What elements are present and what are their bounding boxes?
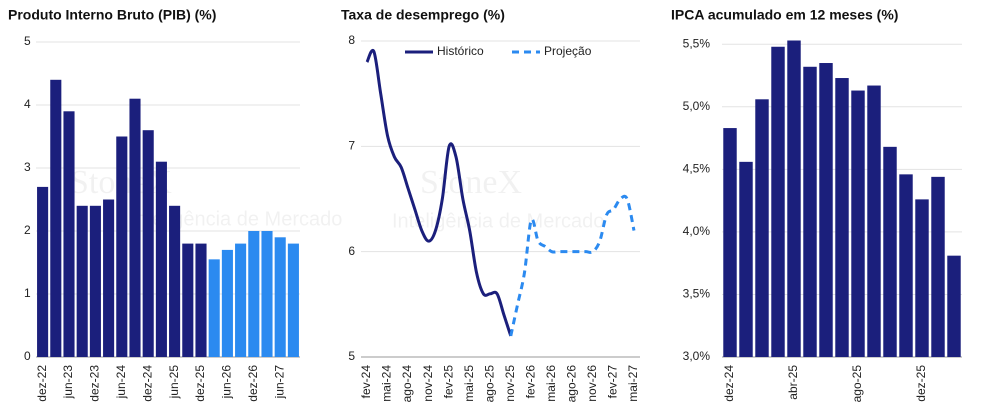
watermark: Inteligência de Mercado bbox=[392, 210, 604, 232]
x-tick-label: nov-25 bbox=[503, 365, 517, 402]
x-tick-label: nov-24 bbox=[421, 365, 435, 402]
watermark: Inteligência de Mercado bbox=[130, 208, 342, 230]
bar bbox=[195, 243, 207, 357]
x-tick-label: fev-24 bbox=[359, 365, 373, 399]
y-tick-label: 3,5% bbox=[683, 287, 711, 301]
legend-label: Projeção bbox=[544, 44, 592, 58]
y-tick-label: 4,5% bbox=[683, 162, 711, 176]
y-tick-label: 8 bbox=[348, 33, 355, 47]
y-tick-label: 5,5% bbox=[683, 36, 711, 50]
x-tick-label: dez-24 bbox=[140, 365, 154, 402]
x-tick-label: ago-25 bbox=[482, 365, 496, 403]
bar bbox=[274, 237, 286, 357]
bar bbox=[287, 243, 299, 357]
bar bbox=[248, 231, 260, 357]
x-tick-label: mai-27 bbox=[626, 365, 640, 402]
bar bbox=[883, 146, 897, 357]
line bbox=[365, 48, 513, 337]
bar bbox=[235, 243, 247, 357]
bar bbox=[851, 90, 865, 358]
bar bbox=[182, 243, 194, 357]
bar bbox=[50, 79, 62, 358]
x-tick-label: fev-25 bbox=[441, 365, 455, 399]
bar bbox=[723, 128, 737, 357]
x-tick-label: mai-24 bbox=[380, 365, 394, 402]
chart-title: Taxa de desemprego (%) bbox=[341, 7, 505, 23]
x-tick-label: ago-25 bbox=[850, 365, 864, 403]
y-tick-label: 4 bbox=[24, 97, 31, 111]
bar bbox=[819, 63, 833, 358]
x-tick-label: jun-26 bbox=[220, 365, 234, 400]
y-tick-label: 4,0% bbox=[683, 224, 711, 238]
bar bbox=[931, 176, 945, 357]
bar bbox=[63, 111, 75, 357]
bar bbox=[129, 98, 141, 357]
bar bbox=[142, 130, 154, 357]
x-tick-label: fev-27 bbox=[606, 365, 620, 399]
y-tick-label: 0 bbox=[24, 349, 31, 363]
bar bbox=[37, 186, 49, 357]
x-tick-label: dez-23 bbox=[88, 365, 102, 402]
bar bbox=[103, 199, 115, 357]
bar bbox=[771, 46, 785, 357]
bar bbox=[835, 78, 849, 357]
x-tick-label: dez-25 bbox=[914, 365, 928, 402]
x-tick-label: jun-25 bbox=[167, 365, 181, 400]
bar bbox=[867, 85, 881, 357]
x-tick-label: fev-26 bbox=[523, 365, 537, 399]
y-tick-label: 7 bbox=[348, 139, 355, 153]
x-tick-label: dez-22 bbox=[35, 365, 49, 402]
watermark: StoneX bbox=[420, 164, 522, 201]
x-tick-label: dez-24 bbox=[722, 365, 736, 402]
bar bbox=[739, 161, 753, 357]
bar bbox=[155, 161, 167, 357]
bar bbox=[787, 40, 801, 358]
bar bbox=[803, 66, 817, 357]
x-tick-label: mai-25 bbox=[462, 365, 476, 402]
x-tick-label: jun-27 bbox=[272, 365, 286, 400]
x-tick-label: dez-26 bbox=[246, 365, 260, 402]
x-tick-label: ago-24 bbox=[400, 365, 414, 403]
bar bbox=[89, 205, 101, 357]
y-tick-label: 5 bbox=[24, 34, 31, 48]
legend-label: Histórico bbox=[437, 44, 484, 58]
y-tick-label: 3,0% bbox=[683, 349, 711, 363]
x-tick-label: jun-24 bbox=[114, 365, 128, 400]
x-tick-label: ago-26 bbox=[565, 365, 579, 403]
x-tick-label: mai-26 bbox=[544, 365, 558, 402]
chart-title: Produto Interno Bruto (PIB) (%) bbox=[8, 7, 216, 23]
bar bbox=[755, 99, 769, 358]
bar bbox=[116, 136, 128, 357]
y-tick-label: 3 bbox=[24, 160, 31, 174]
y-tick-label: 1 bbox=[24, 286, 31, 300]
y-tick-label: 5,0% bbox=[683, 99, 711, 113]
x-tick-label: dez-25 bbox=[193, 365, 207, 402]
bar bbox=[947, 255, 961, 357]
x-tick-label: jun-23 bbox=[61, 365, 75, 400]
x-tick-label: nov-26 bbox=[585, 365, 599, 402]
bar bbox=[169, 205, 181, 357]
x-tick-label: abr-25 bbox=[786, 365, 800, 400]
y-tick-label: 5 bbox=[348, 349, 355, 363]
bar bbox=[76, 205, 88, 357]
y-tick-label: 6 bbox=[348, 244, 355, 258]
bar bbox=[915, 199, 929, 357]
bar bbox=[899, 174, 913, 357]
y-tick-label: 2 bbox=[24, 223, 31, 237]
bar bbox=[221, 249, 233, 357]
chart-title: IPCA acumulado em 12 meses (%) bbox=[671, 7, 898, 23]
bar bbox=[261, 231, 273, 357]
bar bbox=[208, 259, 220, 357]
